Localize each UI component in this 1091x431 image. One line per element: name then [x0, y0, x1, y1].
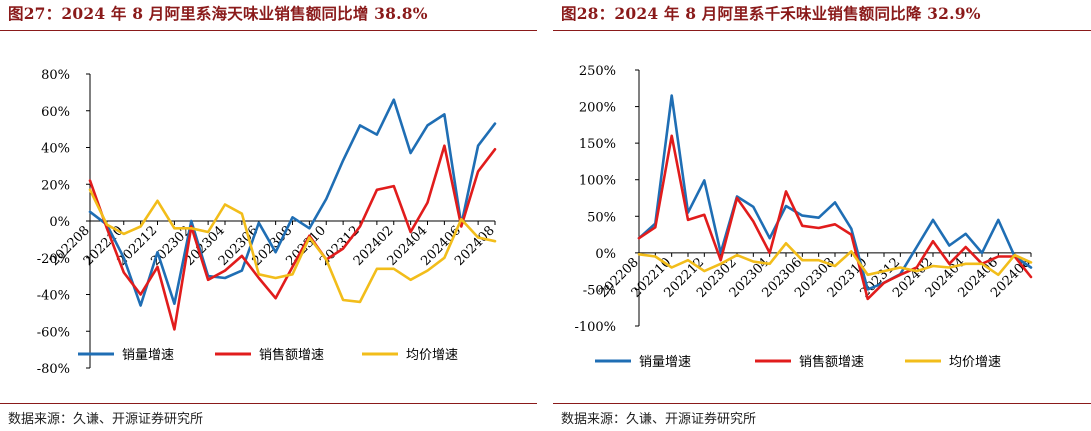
y-tick-label: 50%: [587, 210, 616, 225]
series-line: [88, 188, 497, 304]
y-tick-label: -40%: [37, 289, 70, 304]
title-divider: [553, 30, 1091, 31]
y-tick-label: 200%: [579, 101, 616, 116]
y-tick-label: -80%: [37, 362, 70, 377]
y-tick-label: 150%: [579, 137, 616, 152]
series-line: [88, 144, 497, 331]
series-line: [637, 242, 1033, 277]
y-tick-label: -20%: [37, 252, 70, 267]
chart-panel-left: 图27：2024 年 8 月阿里系海天味业销售额同比增 38.8% 80% 60%…: [0, 0, 537, 431]
source-note: 数据来源：久谦、开源证券研究所: [561, 412, 757, 427]
y-tick-label: 80%: [41, 68, 70, 83]
source-divider: [0, 403, 537, 404]
series-line: [88, 98, 497, 307]
y-tick-label: 40%: [41, 142, 70, 157]
y-tick-label: 250%: [579, 64, 616, 79]
legend-label: 均价增速: [949, 355, 1001, 370]
y-tick-label: 100%: [579, 174, 616, 189]
legend-label: 销量增速: [639, 355, 691, 370]
series-line: [637, 94, 1033, 291]
legend-label: 销售额增速: [259, 347, 324, 363]
line-chart: 250%200%150%100%50%0%-50%-100%2022082022…: [574, 64, 1033, 370]
title-divider: [0, 30, 537, 31]
legend-label: 均价增速: [406, 348, 458, 363]
legend-label: 销售额增速: [799, 354, 864, 370]
line-chart: 80%60%40%20%0%-20%-40%-60%-80%2022082022…: [37, 68, 498, 377]
source-divider: [553, 403, 1091, 404]
y-tick-label: 0%: [49, 215, 70, 230]
y-tick-label: 0%: [595, 247, 616, 262]
y-tick-label: -60%: [37, 325, 70, 340]
y-tick-label: 60%: [41, 105, 70, 120]
legend-label: 销量增速: [122, 348, 174, 363]
series-line: [637, 134, 1033, 301]
chart-panel-right: 图28：2024 年 8 月阿里系千禾味业销售额同比降 32.9% 250% 20…: [553, 0, 1091, 431]
chart-title: 图27：2024 年 8 月阿里系海天味业销售额同比增 38.8%: [8, 4, 428, 23]
chart-title: 图28：2024 年 8 月阿里系千禾味业销售额同比降 32.9%: [561, 4, 981, 23]
y-tick-label: -100%: [574, 320, 616, 335]
y-tick-label: -50%: [583, 283, 616, 298]
source-note: 数据来源：久谦、开源证券研究所: [8, 412, 204, 427]
y-tick-label: 20%: [41, 178, 70, 193]
